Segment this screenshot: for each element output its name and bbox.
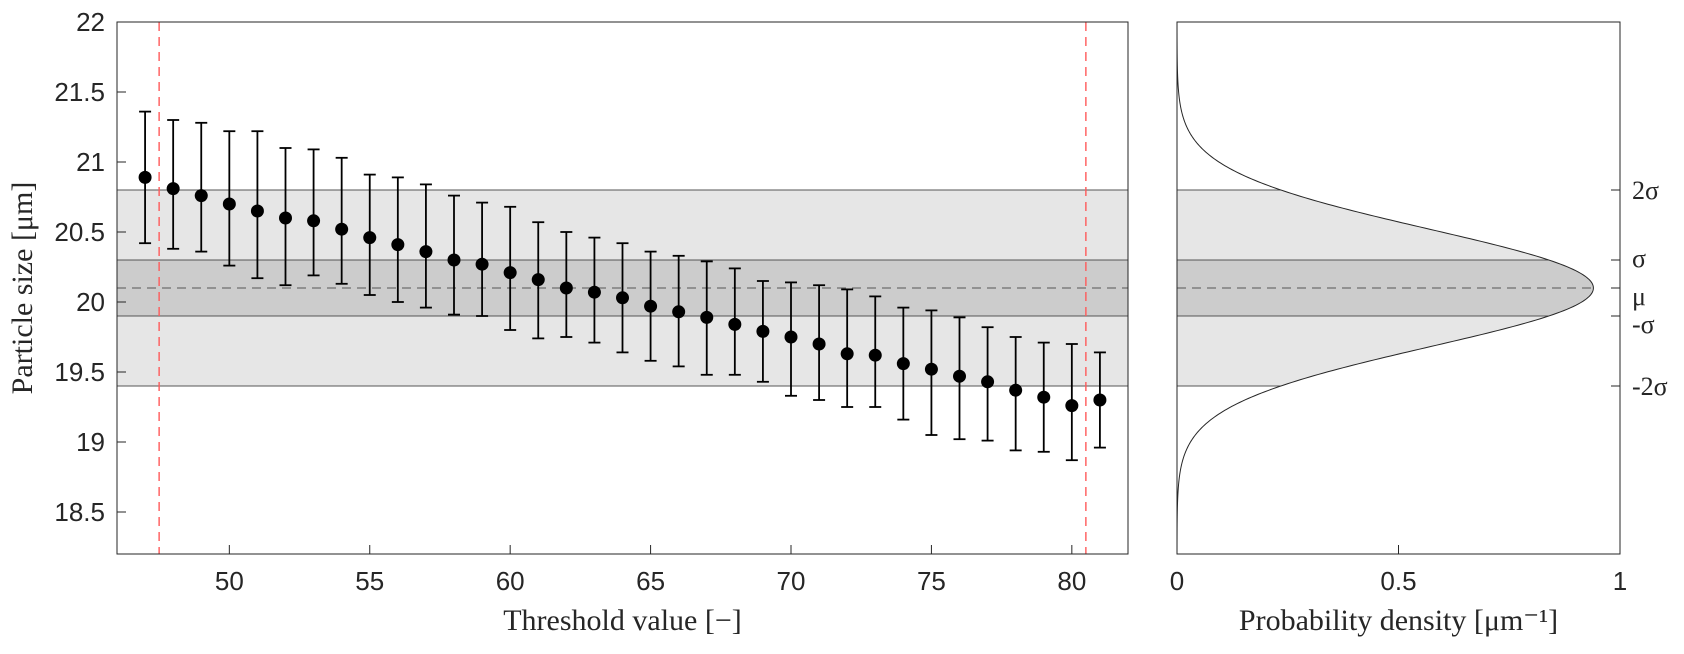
threshold-limit-lines [158,22,1087,554]
x-tick-label: 70 [777,566,806,596]
sigma-tick-label: -σ [1632,310,1655,339]
data-point [616,291,629,305]
density-band-1-sigma [1177,260,1594,316]
data-point [587,285,601,299]
y-tick-label: 19 [76,427,105,457]
data-point [194,189,208,203]
y-tick-label: 22 [76,7,105,37]
density-x-tick-label: 0.5 [1380,566,1416,596]
data-point [812,337,826,351]
data-point [419,245,433,259]
data-points [138,170,1107,413]
data-point [1009,383,1023,397]
density-x-tick-label: 0 [1170,566,1184,596]
data-point [672,305,686,319]
y-axis-ticks: 18.5 19 19.5 20 20.5 21 21.5 22 [54,7,126,527]
x-tick-label: 75 [917,566,946,596]
density-x-tick-label: 1 [1613,566,1627,596]
x-tick-label: 80 [1057,566,1086,596]
density-curve [1176,22,1594,554]
x-tick-label: 50 [215,566,244,596]
x-tick-label: 60 [496,566,525,596]
data-point [868,348,882,362]
data-point [840,347,854,361]
data-point [447,253,461,267]
density-x-ticks: 0 0.5 1 [1170,545,1627,596]
y-tick-label: 20 [76,287,105,317]
y-tick-label: 19.5 [54,357,105,387]
y-tick-label: 20.5 [54,217,105,247]
sigma-tick-label: σ [1632,244,1646,273]
data-point [363,231,377,245]
data-point [279,211,292,225]
error-bar [195,121,208,253]
left-panel: 50 55 60 65 70 75 80 18.51919.52020.52121.522 … [6,7,1129,637]
x-axis-ticks: 50 55 60 65 70 75 80 [215,545,1086,596]
data-point [784,330,798,344]
data-point [138,170,152,184]
x-tick-label: 55 [355,566,384,596]
data-point [981,375,995,389]
data-point [250,204,264,218]
sigma-tick-label: -2σ [1632,372,1668,401]
density-axis-label: Probability density [μm⁻¹] [1239,604,1558,637]
data-point [222,197,236,211]
data-point [166,182,180,196]
x-axis-label: Threshold value [−] [503,604,742,637]
data-point [335,222,349,236]
data-point [531,273,545,287]
left-axes-box [116,21,1129,555]
sigma-tick-label: μ [1632,282,1646,311]
data-point [700,310,714,324]
data-point [953,369,966,383]
data-point [728,317,742,331]
sigma-ticks: 2σ σμ-σ -2σ [1611,176,1668,401]
data-point [391,238,405,252]
density-bands [1177,189,1594,387]
data-point [1037,390,1051,404]
data-point [896,357,910,371]
data-point [503,266,517,280]
data-point [1093,393,1107,407]
error-bar [307,148,320,277]
data-point [924,362,938,376]
y-tick-label: 21 [76,147,105,177]
data-point [475,257,489,271]
y-axis-label: Particle size [μm] [6,182,39,395]
data-point [644,299,658,313]
data-point [1065,399,1079,413]
y-tick-label: 18.5 [54,497,105,527]
sigma-tick-label: 2σ [1632,176,1659,205]
data-point [559,281,573,295]
data-point [307,214,321,228]
error-bar [335,156,348,285]
y-tick-label: 21.5 [54,77,105,107]
x-tick-label: 65 [636,566,665,596]
data-point [756,324,770,338]
